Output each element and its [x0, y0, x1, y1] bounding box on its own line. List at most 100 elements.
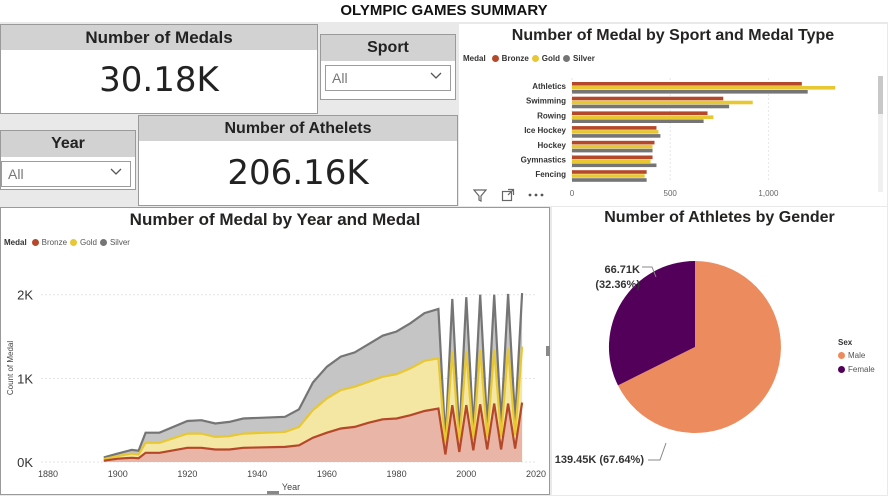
- bar-bronze: [572, 170, 647, 174]
- scrollbar-thumb[interactable]: [878, 76, 883, 114]
- area-chart-panel: Number of Medal by Year and Medal Medal …: [0, 207, 550, 495]
- category-label: Swimming: [526, 97, 566, 106]
- area-chart: 0K 1K 2K 1880 1900 1920 1940 1960 1980 2000 2020 Ye…: [6, 288, 546, 492]
- kpi-medals-value: 30.18K: [99, 60, 219, 100]
- x-tick-label: 1960: [317, 469, 337, 479]
- x-tick-label: 2020: [526, 469, 546, 479]
- bar-silver: [572, 104, 730, 109]
- bar-chart-title: Number of Medal by Sport and Medal Type: [511, 27, 835, 44]
- bar-gold: [572, 86, 836, 90]
- female-leader-line: [642, 266, 657, 278]
- bar-silver: [572, 90, 808, 94]
- x-tick-label: 1900: [108, 469, 128, 479]
- year-dropdown[interactable]: All: [1, 161, 131, 187]
- year-slicer: Year All: [0, 130, 136, 190]
- legend-gold-label: Gold: [541, 54, 561, 63]
- bar-gold: [572, 159, 651, 164]
- bar-silver: [572, 148, 653, 153]
- x-tick-label: 1,000: [758, 189, 779, 198]
- legend-bronze-dot: [491, 55, 499, 62]
- legend-bronze-label: Bronze: [501, 54, 529, 63]
- legend-female-dot: [838, 366, 845, 373]
- pie-label-female-pct: (32.36%): [595, 279, 640, 291]
- bar-bronze: [572, 111, 708, 115]
- bar-bronze: [572, 155, 653, 160]
- legend-gold-dot: [70, 239, 78, 246]
- bar-bronze: [572, 140, 655, 145]
- pie-label-female-value: 66.71K: [605, 264, 641, 276]
- more-options-icon[interactable]: [527, 192, 545, 198]
- pie-chart: 139.45K (67.64%) 66.71K (32.36%): [555, 260, 781, 466]
- legend-gold-dot: [531, 55, 539, 62]
- chevron-down-icon: [430, 72, 442, 79]
- bar-gold: [572, 174, 645, 178]
- bar-chart-scrollbar[interactable]: [878, 76, 883, 192]
- pie-chart-panel: Number of Athletes by Gender 139.45K (67…: [552, 207, 887, 495]
- legend-male-dot: [838, 352, 845, 359]
- chevron-down-icon: [110, 168, 122, 175]
- bar-chart-legend: Medal Bronze Gold Silver: [463, 54, 595, 63]
- year-dropdown-value: All: [8, 166, 24, 182]
- kpi-athletes-title: Number of Athelets: [139, 116, 457, 141]
- sport-slicer-title: Sport: [321, 35, 455, 61]
- x-axis-label: Year: [282, 482, 300, 492]
- legend-title: Medal: [463, 54, 486, 63]
- sport-dropdown[interactable]: All: [325, 65, 451, 91]
- category-label: Fencing: [535, 170, 566, 179]
- kpi-medals-title: Number of Medals: [1, 25, 317, 50]
- bar-chart: 0 500 1,000 Athletics Swimming Rowing Ice Hock…: [521, 78, 836, 198]
- kpi-athletes-value: 206.16K: [227, 153, 369, 193]
- resize-handle-right[interactable]: [546, 346, 550, 356]
- legend-male: Male: [838, 351, 875, 360]
- filter-icon[interactable]: [473, 188, 487, 202]
- year-slicer-title: Year: [1, 131, 135, 157]
- bar-bronze: [572, 82, 802, 86]
- area-chart-legend: Medal Bronze Gold Silver: [4, 238, 130, 247]
- bar-silver: [572, 178, 647, 182]
- focus-mode-icon[interactable]: [501, 188, 515, 202]
- line-gold: [103, 346, 524, 461]
- legend-silver-dot: [563, 55, 571, 62]
- legend-title: Sex: [838, 338, 853, 347]
- sport-dropdown-value: All: [332, 70, 348, 86]
- bar-gold: [572, 144, 653, 149]
- pie-chart-title: Number of Athletes by Gender: [604, 209, 835, 226]
- line-bronze: [103, 402, 524, 462]
- pie-label-male: 139.45K (67.64%): [555, 454, 645, 466]
- bar-chart-panel: Number of Medal by Sport and Medal Type …: [459, 24, 887, 206]
- legend-title: Medal: [4, 238, 27, 247]
- x-tick-label: 1880: [38, 469, 58, 479]
- x-tick-label: 1980: [387, 469, 407, 479]
- legend-silver-dot: [99, 239, 107, 246]
- x-tick-label: 500: [664, 189, 678, 198]
- area-bronze: [103, 402, 523, 462]
- legend-male-label: Male: [848, 351, 866, 360]
- bar-gold: [572, 130, 659, 134]
- category-label: Gymnastics: [521, 156, 567, 165]
- bar-silver: [572, 163, 657, 168]
- legend-bronze-dot: [31, 239, 39, 246]
- line-silver: [103, 293, 524, 459]
- kpi-medals-card: Number of Medals 30.18K: [0, 24, 318, 114]
- category-label: Athletics: [532, 82, 566, 91]
- pie-slice-male: [618, 261, 781, 433]
- sport-slicer: Sport All: [320, 34, 456, 100]
- kpi-athletes-card: Number of Athelets 206.16K: [138, 115, 458, 206]
- resize-handle-bottom[interactable]: [267, 491, 279, 494]
- category-label: Hockey: [538, 141, 567, 150]
- area-chart-title: Number of Medal by Year and Medal: [129, 210, 421, 229]
- bar-bronze: [572, 96, 724, 101]
- category-label: Ice Hockey: [524, 126, 566, 135]
- y-tick-label: 0K: [17, 455, 33, 470]
- category-label: Rowing: [537, 111, 566, 120]
- legend-silver-label: Silver: [573, 54, 595, 63]
- y-axis-label: Count of Medal: [6, 341, 15, 395]
- legend-silver-label: Silver: [109, 238, 130, 247]
- legend-female-label: Female: [848, 365, 875, 374]
- x-tick-label: 1920: [177, 469, 197, 479]
- bar-silver: [572, 119, 704, 123]
- x-tick-label: 0: [570, 189, 575, 198]
- pie-legend: Sex Male Female: [838, 338, 875, 374]
- page-title: OLYMPIC GAMES SUMMARY: [0, 0, 888, 22]
- bar-gold: [572, 100, 753, 105]
